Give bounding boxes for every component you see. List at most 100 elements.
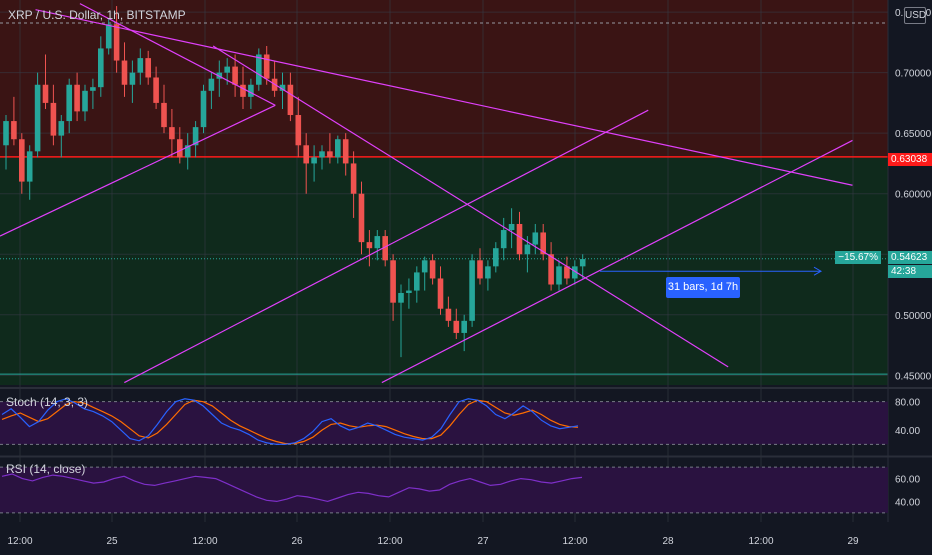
candle (90, 87, 96, 91)
candle (11, 121, 17, 140)
candle (240, 84, 246, 97)
last-price-badge: 0.54623 (888, 251, 932, 264)
candle (208, 78, 215, 91)
candle (350, 163, 357, 194)
price-change-badge: −15.67% (835, 251, 881, 264)
candle (113, 24, 120, 61)
candle (105, 24, 112, 49)
candle (548, 254, 554, 285)
candle (342, 139, 349, 164)
x-tick-label: 27 (477, 536, 489, 547)
y-tick-label: 0.50000 (895, 311, 932, 322)
chart-title: XRP / U.S. Dollar, 1h, BITSTAMP (8, 8, 186, 22)
candle (50, 102, 57, 136)
candle (398, 292, 404, 303)
candle (3, 121, 9, 146)
candle (319, 151, 325, 158)
candle (493, 248, 499, 267)
candle (556, 266, 562, 285)
x-tick-label: 12:00 (748, 536, 773, 547)
candle (406, 290, 412, 293)
candle (121, 60, 128, 85)
candle (374, 236, 381, 249)
trendline-channel-ascending-lower (381, 139, 853, 384)
x-tick-label: 26 (291, 536, 303, 547)
candle (200, 90, 207, 128)
measure-label: 31 bars, 1d 7h (666, 277, 740, 298)
candle (145, 58, 151, 78)
candle (98, 48, 104, 88)
rsi-tick-label: 60.00 (895, 475, 920, 486)
candle (437, 278, 444, 309)
candle (524, 244, 531, 255)
candle (532, 232, 539, 245)
x-tick-label: 28 (662, 536, 674, 547)
rsi-band (0, 467, 888, 513)
stoch-label: Stoch (14, 3, 3) (6, 395, 89, 409)
candle (184, 145, 191, 158)
x-tick-label: 25 (106, 536, 118, 547)
candle (169, 127, 175, 140)
candle (358, 193, 365, 243)
candle (390, 260, 396, 303)
candle (477, 260, 483, 279)
trendline-channel-descending (212, 45, 729, 368)
candle (453, 320, 460, 333)
candle (500, 230, 507, 249)
x-tick-label: 29 (847, 536, 859, 547)
candle (579, 259, 586, 267)
candle (540, 232, 546, 255)
candle (82, 90, 88, 112)
resistance-price-badge: 0.63038 (888, 153, 932, 166)
candle (256, 54, 262, 85)
x-tick-label: 12:00 (377, 536, 402, 547)
trendline-descending-top (79, 3, 276, 106)
candle (137, 58, 144, 73)
stoch-tick-label: 80.00 (895, 398, 920, 409)
candle (42, 84, 49, 103)
trendline-wedge-lower-left (0, 104, 276, 237)
candle (429, 260, 436, 279)
candle (279, 84, 286, 91)
candle (303, 145, 309, 164)
candle (508, 223, 515, 231)
candle (311, 157, 317, 164)
currency-button[interactable]: USD (904, 7, 926, 24)
rsi-label: RSI (14, close) (6, 462, 86, 476)
candle (287, 84, 294, 116)
candle (564, 266, 570, 279)
candle (66, 84, 72, 122)
countdown-badge: 42:38 (888, 265, 932, 278)
candle (382, 236, 388, 261)
candle (414, 272, 420, 291)
candle (295, 115, 302, 146)
candle (129, 72, 136, 85)
candle (327, 151, 333, 158)
stoch-k-line (1, 398, 579, 445)
stoch-tick-label: 40.00 (895, 426, 920, 437)
candle (19, 139, 25, 182)
candle (177, 139, 183, 158)
y-tick-label: 0.60000 (895, 190, 932, 201)
candle (232, 66, 238, 85)
candle (445, 308, 452, 321)
candle (421, 260, 428, 273)
candle (469, 260, 475, 321)
candle (34, 84, 41, 152)
candle (516, 223, 523, 255)
candle (192, 127, 199, 146)
y-tick-label: 0.45000 (895, 371, 932, 382)
measure-arrowhead (813, 266, 823, 276)
candle (153, 77, 159, 103)
y-tick-label: 0.70000 (895, 69, 932, 80)
candle (161, 102, 167, 128)
candle (74, 84, 80, 112)
rsi-line (1, 473, 583, 503)
candle (248, 84, 254, 97)
y-tick-label: 0.65000 (895, 129, 932, 140)
trendline-channel-ascending-upper (124, 109, 649, 384)
candle (224, 66, 230, 73)
candle (263, 54, 270, 79)
x-tick-label: 12:00 (562, 536, 587, 547)
